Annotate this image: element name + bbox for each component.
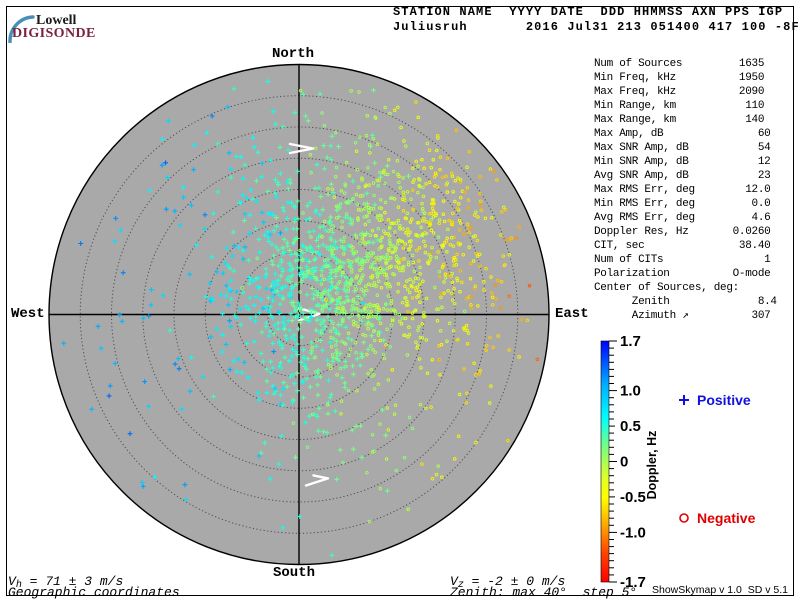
svg-text:-1.0: -1.0 bbox=[620, 524, 646, 541]
svg-text:Positive: Positive bbox=[697, 392, 751, 408]
svg-text:Negative: Negative bbox=[697, 510, 756, 526]
svg-text:1.0: 1.0 bbox=[620, 383, 641, 400]
svg-text:1.7: 1.7 bbox=[620, 333, 641, 350]
svg-text:0.5: 0.5 bbox=[620, 418, 641, 435]
svg-text:0: 0 bbox=[620, 454, 628, 471]
svg-text:-0.5: -0.5 bbox=[620, 489, 646, 506]
svg-text:Doppler, Hz: Doppler, Hz bbox=[645, 431, 659, 500]
